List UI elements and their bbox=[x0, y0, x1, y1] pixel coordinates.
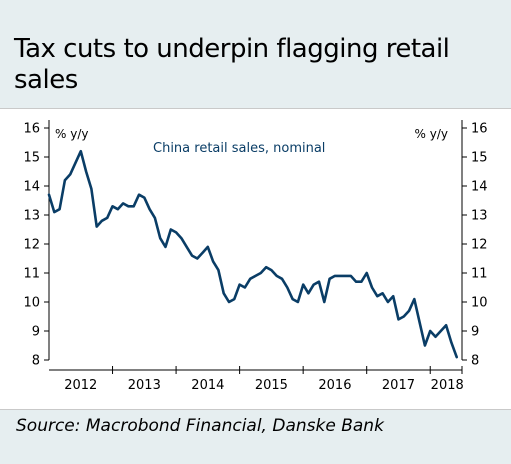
y-tick-label-right: 13 bbox=[471, 209, 488, 224]
y-tick-label-left: 8 bbox=[32, 354, 40, 369]
title-band bbox=[0, 0, 511, 108]
y-tick-label-left: 15 bbox=[23, 151, 40, 166]
y-tick-label-left: 13 bbox=[23, 209, 40, 224]
series-label: China retail sales, nominal bbox=[153, 141, 325, 156]
y-tick-label-right: 12 bbox=[471, 238, 488, 253]
plot-area bbox=[0, 108, 511, 409]
x-tick-label: 2012 bbox=[64, 378, 97, 393]
x-tick-label: 2017 bbox=[382, 378, 415, 393]
x-tick-label: 2014 bbox=[191, 378, 224, 393]
x-tick-label: 2015 bbox=[255, 378, 288, 393]
y-unit-left: % y/y bbox=[55, 127, 88, 141]
source-note: Source: Macrobond Financial, Danske Bank bbox=[16, 416, 384, 436]
x-tick-label: 2018 bbox=[431, 378, 464, 393]
y-tick-label-left: 12 bbox=[23, 238, 40, 253]
y-tick-label-left: 14 bbox=[23, 180, 40, 195]
chart-title: Tax cuts to underpin flagging retail sal… bbox=[14, 34, 450, 95]
y-tick-label-right: 9 bbox=[471, 325, 479, 340]
y-tick-label-right: 10 bbox=[471, 296, 488, 311]
y-tick-label-left: 10 bbox=[23, 296, 40, 311]
y-tick-label-right: 16 bbox=[471, 122, 488, 137]
source-band bbox=[0, 409, 511, 464]
series-line bbox=[47, 149, 458, 359]
x-tick-label: 2013 bbox=[128, 378, 161, 393]
y-tick-label-right: 11 bbox=[471, 267, 488, 282]
y-tick-label-right: 8 bbox=[471, 354, 479, 369]
y-unit-right: % y/y bbox=[415, 127, 448, 141]
x-tick-label: 2016 bbox=[318, 378, 351, 393]
y-tick-label-right: 14 bbox=[471, 180, 488, 195]
y-tick-label-left: 9 bbox=[32, 325, 40, 340]
y-tick-label-left: 11 bbox=[23, 267, 40, 282]
y-tick-label-right: 15 bbox=[471, 151, 488, 166]
y-tick-label-left: 16 bbox=[23, 122, 40, 137]
